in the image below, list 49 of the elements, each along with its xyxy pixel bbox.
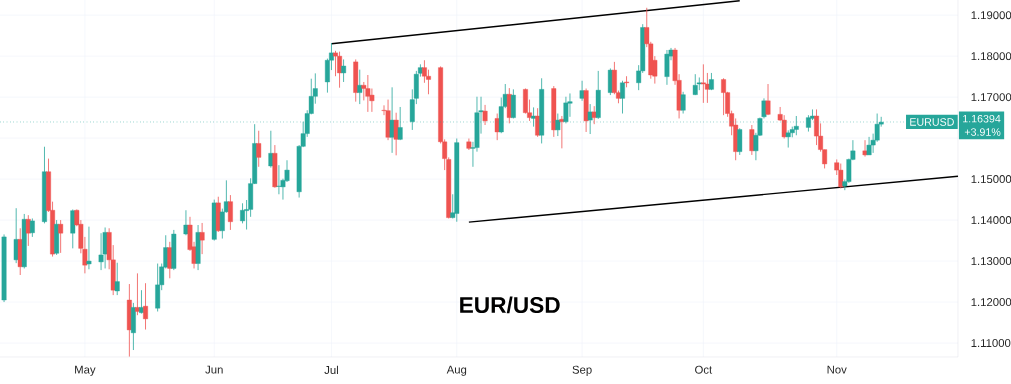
x-tick-label: Sep xyxy=(572,365,592,376)
x-tick-label: Jun xyxy=(205,365,223,374)
candlestick xyxy=(276,164,282,195)
x-tick-label: Jul xyxy=(324,365,338,375)
candlestick xyxy=(749,124,755,156)
candlestick xyxy=(781,114,787,139)
candlestick xyxy=(866,136,872,156)
y-tick-label: 1.19000 xyxy=(971,11,1011,20)
y-tick-label: 1.14000 xyxy=(971,216,1011,225)
candlestick xyxy=(29,218,35,238)
candlestick xyxy=(114,262,120,296)
x-tick-label: May xyxy=(75,365,96,376)
candlestick xyxy=(256,130,262,168)
y-tick-label: 1.17000 xyxy=(971,93,1011,102)
candlestick xyxy=(765,83,771,116)
candlestick xyxy=(591,105,597,125)
candlestick xyxy=(737,127,743,156)
ref-line-label: EURUSD xyxy=(910,118,954,126)
text: EUR/USD xyxy=(460,296,560,314)
y-tick-label: 1.13000 xyxy=(971,257,1011,266)
candlestick xyxy=(183,209,189,236)
candlestick xyxy=(365,74,371,113)
candlestick xyxy=(700,63,706,104)
y-tick-label: 1.11000 xyxy=(971,339,1011,348)
candlestick xyxy=(199,222,205,255)
text: 1.16394 xyxy=(963,114,1001,123)
x-tick-label: Oct xyxy=(695,365,713,374)
candlestick xyxy=(579,80,585,102)
candlestick xyxy=(155,263,161,312)
candlestick xyxy=(494,113,500,141)
candlestick xyxy=(341,59,347,83)
candlestick xyxy=(143,282,148,330)
candlestick xyxy=(337,51,342,89)
candlestick xyxy=(510,88,516,119)
candlestick xyxy=(393,112,399,156)
x-tick-label: Nov xyxy=(827,365,847,374)
candlestick xyxy=(680,91,686,114)
candlestick xyxy=(86,226,92,270)
x-tick-label: Aug xyxy=(446,365,467,376)
candlestick xyxy=(696,77,702,91)
candlestick xyxy=(227,194,233,231)
y-tick-label: 1.15000 xyxy=(971,175,1011,184)
candlestick xyxy=(862,139,868,157)
text: +3.91% xyxy=(964,128,1001,136)
candlestick xyxy=(624,75,629,88)
candlestick xyxy=(482,104,488,126)
candlestick xyxy=(721,77,726,116)
y-tick-label: 1.12000 xyxy=(971,298,1011,307)
y-tick-label: 1.18000 xyxy=(971,52,1011,61)
